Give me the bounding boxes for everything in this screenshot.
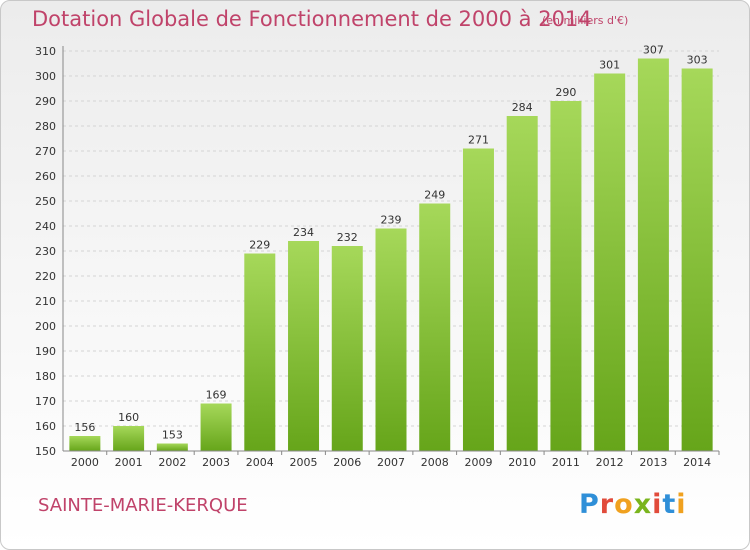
data-label: 284 [512, 101, 533, 114]
bar [375, 228, 407, 451]
data-label: 160 [118, 411, 139, 424]
y-tick-label: 230 [35, 245, 56, 258]
y-tick-label: 150 [35, 445, 56, 458]
x-tick-label: 2006 [333, 456, 361, 469]
y-tick-label: 170 [35, 395, 56, 408]
data-label: 271 [468, 134, 489, 147]
x-tick-label: 2010 [508, 456, 536, 469]
x-tick-label: 2008 [421, 456, 449, 469]
bars [69, 58, 713, 451]
y-tick-label: 240 [35, 220, 56, 233]
bar [506, 116, 538, 451]
logo-letter: r [599, 489, 615, 520]
y-tick-label: 190 [35, 345, 56, 358]
data-label: 301 [599, 59, 620, 72]
data-label: 153 [162, 429, 183, 442]
x-axis-labels: 2000 2001 2002 2003 2004 2005 2006 2007 2008 2009… [71, 456, 711, 469]
x-tick-label: 2002 [158, 456, 186, 469]
data-label: 239 [381, 214, 402, 227]
bar [69, 436, 101, 451]
logo-letter: o [614, 489, 634, 520]
bar [550, 101, 582, 451]
data-label: 229 [249, 239, 270, 252]
logo-letter: i [676, 489, 687, 520]
y-tick-label: 260 [35, 170, 56, 183]
bar [637, 58, 669, 451]
y-tick-label: 180 [35, 370, 56, 383]
y-tick-label: 250 [35, 195, 56, 208]
y-tick-label: 300 [35, 70, 56, 83]
x-tick-label: 2012 [596, 456, 624, 469]
bar [331, 246, 363, 451]
bar [288, 241, 320, 451]
data-labels: 156 160 153 169 229 234 232 239 249 271 284 290 301 3… [74, 44, 707, 442]
data-label: 249 [424, 189, 445, 202]
data-label: 156 [74, 421, 95, 434]
proxiti-logo: Proxiti [579, 489, 687, 520]
x-tick-label: 2001 [115, 456, 143, 469]
bar [594, 73, 626, 451]
y-tick-label: 290 [35, 95, 56, 108]
data-label: 307 [643, 44, 664, 57]
commune-name: SAINTE-MARIE-KERQUE [38, 495, 248, 516]
bar [156, 443, 188, 451]
bar [200, 403, 232, 451]
data-label: 232 [337, 231, 358, 244]
y-tick-label: 280 [35, 120, 56, 133]
y-tick-label: 210 [35, 295, 56, 308]
axes [62, 46, 720, 455]
x-tick-label: 2003 [202, 456, 230, 469]
x-tick-label: 2011 [552, 456, 580, 469]
y-axis-labels: 150 160 170 180 190 200 210 220 230 240 250 260 270 2… [35, 45, 56, 458]
data-label: 169 [206, 389, 227, 402]
x-tick-label: 2009 [464, 456, 492, 469]
logo-letter: P [579, 489, 600, 520]
logo-letter: x [633, 489, 653, 520]
x-tick-label: 2014 [683, 456, 711, 469]
bar [419, 203, 451, 451]
x-tick-label: 2000 [71, 456, 99, 469]
chart-title: Dotation Globale de Fonctionnement de 20… [32, 7, 592, 31]
unit-note: (en milliers d'€) [542, 14, 629, 27]
y-tick-label: 310 [35, 45, 56, 58]
y-tick-label: 200 [35, 320, 56, 333]
data-label: 290 [555, 86, 576, 99]
logo-letter: i [652, 489, 663, 520]
bar [113, 426, 145, 451]
x-tick-label: 2013 [639, 456, 667, 469]
bar [681, 68, 713, 451]
x-tick-label: 2007 [377, 456, 405, 469]
y-tick-label: 220 [35, 270, 56, 283]
data-label: 303 [687, 54, 708, 67]
bar [462, 148, 494, 451]
x-tick-label: 2004 [246, 456, 274, 469]
y-tick-label: 270 [35, 145, 56, 158]
y-tick-label: 160 [35, 420, 56, 433]
bar [244, 253, 276, 451]
x-tick-label: 2005 [290, 456, 318, 469]
logo-letter: t [662, 489, 677, 520]
data-label: 234 [293, 226, 314, 239]
